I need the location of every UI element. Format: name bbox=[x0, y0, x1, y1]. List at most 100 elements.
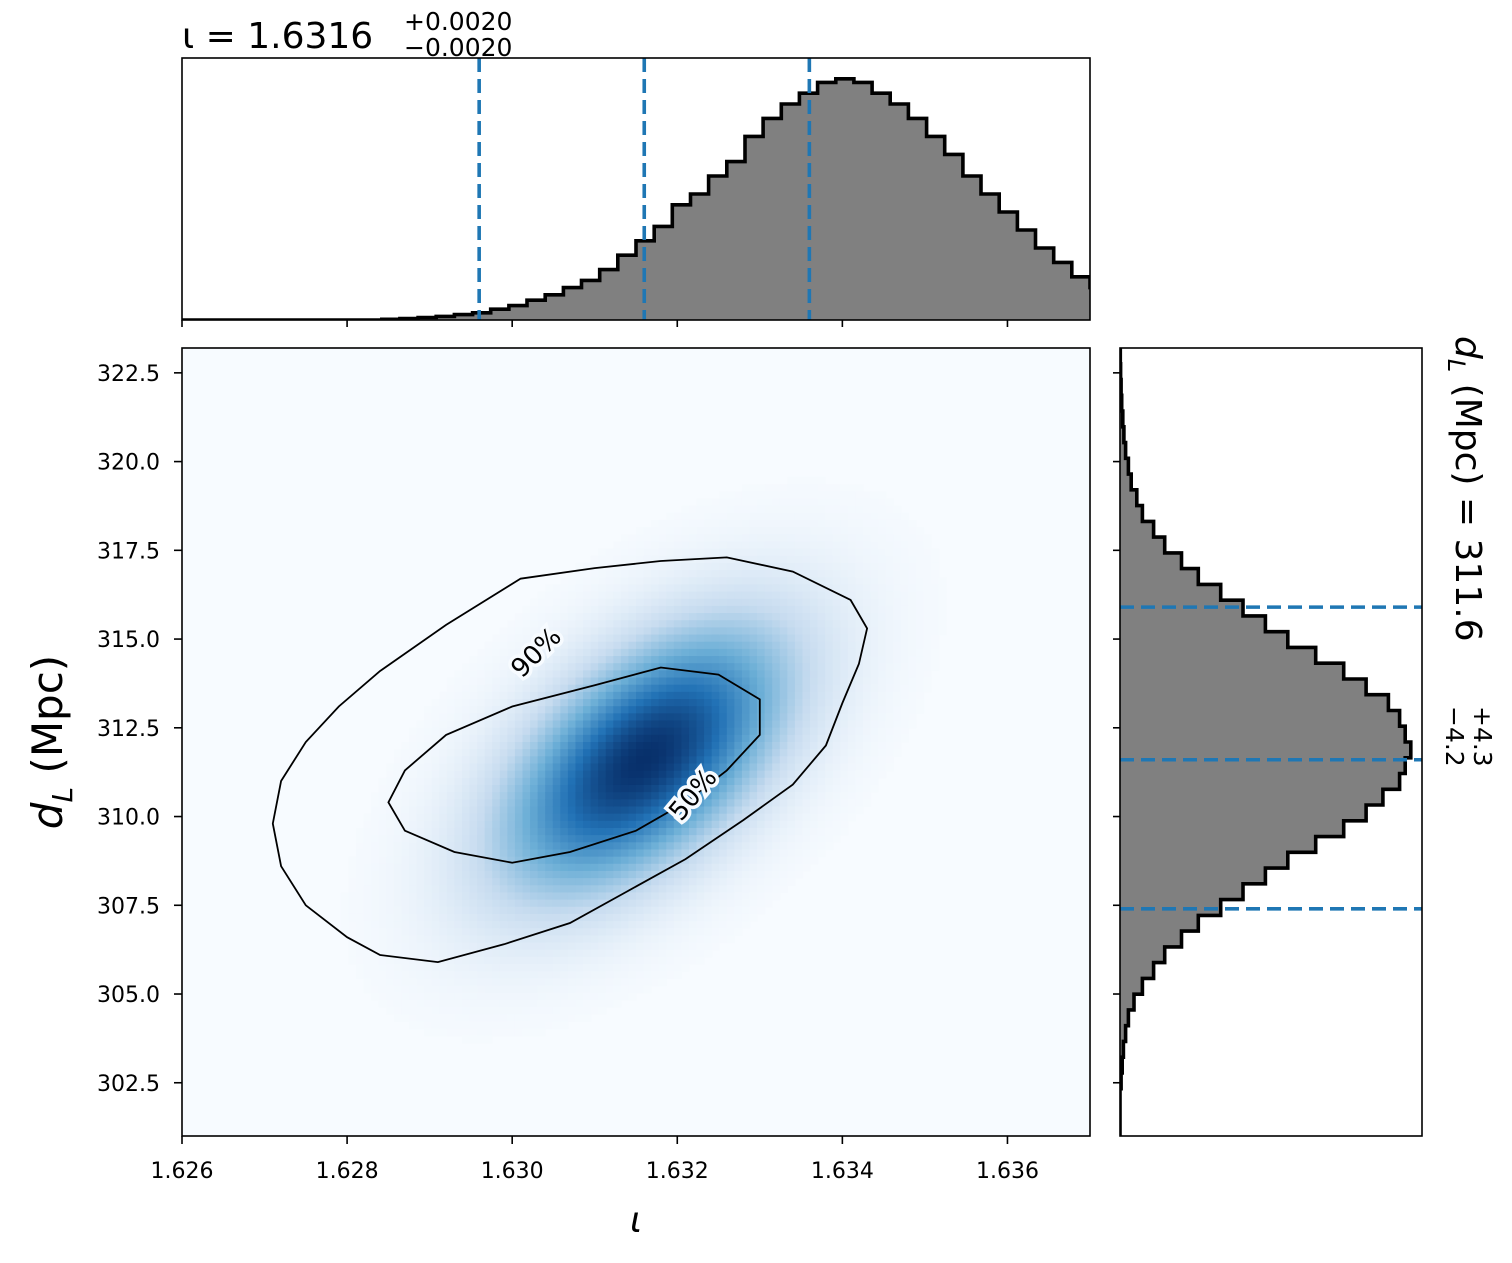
heatmap-cell bbox=[492, 949, 501, 958]
heatmap-cell bbox=[522, 1021, 531, 1030]
heatmap-cell bbox=[454, 978, 463, 987]
heatmap-cell bbox=[681, 770, 690, 779]
heatmap-cell bbox=[530, 827, 539, 836]
heatmap-cell bbox=[810, 641, 819, 650]
heatmap-cell bbox=[870, 598, 879, 607]
heatmap-cell bbox=[900, 684, 909, 693]
heatmap-cell bbox=[757, 670, 766, 679]
heatmap-cell bbox=[605, 699, 614, 707]
heatmap-cell bbox=[537, 591, 546, 600]
heatmap-cell bbox=[870, 691, 879, 700]
heatmap-cell bbox=[530, 656, 539, 664]
heatmap-cell bbox=[870, 720, 879, 729]
heatmap-cell bbox=[530, 1007, 539, 1015]
heatmap-cell bbox=[522, 734, 531, 743]
heatmap-cell bbox=[885, 613, 894, 621]
heatmap-cell bbox=[711, 928, 720, 937]
heatmap-cell bbox=[409, 763, 418, 772]
heatmap-cell bbox=[658, 577, 667, 585]
heatmap-cell bbox=[779, 720, 788, 729]
heatmap-cell bbox=[794, 512, 804, 521]
y-tick-label: 310.0 bbox=[97, 806, 160, 831]
heatmap-cell bbox=[620, 878, 630, 886]
heatmap-cell bbox=[446, 906, 455, 915]
heatmap-cell bbox=[522, 627, 531, 636]
heatmap-cell bbox=[749, 885, 758, 894]
heatmap-cell bbox=[893, 727, 902, 736]
heatmap-cell bbox=[666, 634, 675, 643]
heatmap-cell bbox=[666, 956, 675, 965]
heatmap-cell bbox=[855, 548, 864, 557]
heatmap-cell bbox=[893, 570, 902, 578]
heatmap-cell bbox=[878, 491, 887, 500]
heatmap-cell bbox=[356, 906, 365, 915]
heatmap-cell bbox=[552, 799, 561, 808]
heatmap-cell bbox=[802, 849, 811, 858]
heatmap-cell bbox=[514, 892, 524, 901]
heatmap-cell bbox=[424, 921, 433, 929]
heatmap-cell bbox=[393, 992, 403, 1001]
heatmap-cell bbox=[794, 577, 804, 585]
heatmap-cell bbox=[575, 734, 584, 743]
heatmap-cell bbox=[825, 505, 834, 514]
heatmap-cell bbox=[794, 706, 804, 714]
heatmap-cell bbox=[461, 942, 471, 951]
heatmap-cell bbox=[484, 706, 493, 714]
heatmap-cell bbox=[726, 699, 735, 707]
heatmap-cell bbox=[484, 684, 493, 693]
heatmap-cell bbox=[507, 935, 516, 944]
heatmap-cell bbox=[439, 1028, 448, 1037]
heatmap-cell bbox=[893, 749, 902, 757]
heatmap-cell bbox=[424, 799, 433, 808]
heatmap-cell bbox=[378, 921, 387, 929]
iota-marginal-panel: ι = 1.6316 +0.0020 −0.0020 bbox=[181, 7, 1091, 327]
heatmap-cell bbox=[847, 813, 857, 822]
heatmap-cell bbox=[530, 742, 539, 750]
heatmap-cell bbox=[931, 548, 940, 557]
heatmap-cell bbox=[711, 827, 720, 836]
heatmap-cell bbox=[590, 792, 599, 800]
heatmap-cell bbox=[863, 648, 872, 657]
heatmap-cell bbox=[605, 598, 614, 607]
heatmap-cell bbox=[416, 784, 425, 793]
credible-contours bbox=[271, 556, 869, 964]
heatmap-cell bbox=[915, 555, 925, 564]
heatmap-cell bbox=[409, 978, 418, 987]
heatmap-cell bbox=[688, 584, 698, 593]
heatmap-cell bbox=[598, 985, 607, 994]
heatmap-cell bbox=[772, 734, 781, 743]
heatmap-cell bbox=[620, 749, 630, 757]
heatmap-cell bbox=[575, 763, 584, 772]
heatmap-cell bbox=[484, 899, 493, 908]
heatmap-cell bbox=[537, 699, 546, 707]
heatmap-cell bbox=[688, 820, 698, 829]
heatmap-cell bbox=[507, 706, 516, 714]
heatmap-cell bbox=[590, 942, 599, 951]
heatmap-cell bbox=[726, 527, 735, 535]
heatmap-cell bbox=[636, 942, 645, 951]
heatmap-cell bbox=[507, 727, 516, 736]
heatmap-cell bbox=[477, 763, 486, 772]
heatmap-cell bbox=[605, 885, 614, 894]
heatmap-cell bbox=[522, 677, 531, 686]
heatmap-cell bbox=[772, 498, 781, 507]
heatmap-cell bbox=[393, 935, 403, 944]
heatmap-cell bbox=[628, 677, 637, 686]
heatmap-cell bbox=[704, 627, 713, 636]
heatmap-cell bbox=[810, 835, 819, 843]
heatmap-cell bbox=[507, 663, 516, 671]
heatmap-cell bbox=[598, 1007, 607, 1015]
heatmap-cell bbox=[446, 878, 455, 886]
heatmap-cell bbox=[840, 591, 849, 600]
heatmap-cell bbox=[567, 856, 577, 865]
heatmap-cell bbox=[545, 770, 554, 779]
heatmap-cell bbox=[825, 792, 834, 800]
heatmap-cell bbox=[575, 949, 584, 958]
heatmap-cell bbox=[794, 562, 804, 571]
heatmap-cell bbox=[386, 842, 395, 851]
heatmap-cell bbox=[416, 992, 425, 1001]
heatmap-cell bbox=[613, 870, 622, 879]
heatmap-cell bbox=[514, 799, 524, 808]
heatmap-cell bbox=[817, 527, 826, 535]
heatmap-cell bbox=[620, 691, 630, 700]
